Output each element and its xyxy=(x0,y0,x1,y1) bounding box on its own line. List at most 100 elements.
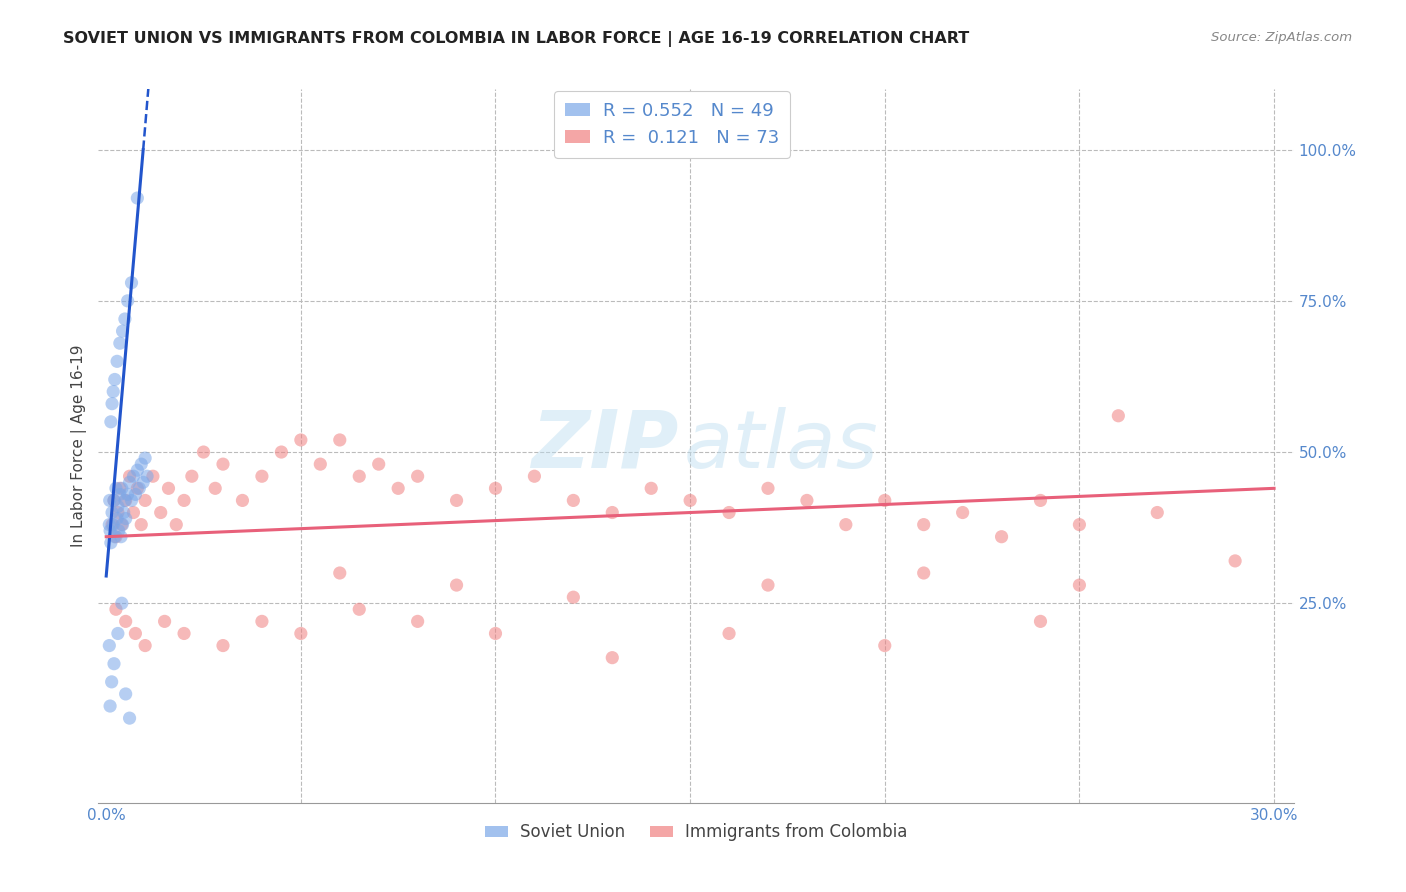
Point xyxy=(173,626,195,640)
Point xyxy=(127,481,149,495)
Legend: Soviet Union, Immigrants from Colombia: Soviet Union, Immigrants from Colombia xyxy=(478,817,914,848)
Point xyxy=(104,530,127,544)
Point xyxy=(103,384,125,399)
Point xyxy=(329,566,352,580)
Point xyxy=(873,493,896,508)
Point xyxy=(142,469,165,483)
Point xyxy=(173,493,195,508)
Point xyxy=(122,506,145,520)
Point xyxy=(270,445,292,459)
Point xyxy=(153,615,176,629)
Point xyxy=(105,354,128,368)
Point xyxy=(562,590,585,604)
Point xyxy=(111,517,134,532)
Point xyxy=(157,481,180,495)
Point xyxy=(124,487,146,501)
Point xyxy=(290,626,312,640)
Point xyxy=(98,639,121,653)
Point xyxy=(523,469,546,483)
Point xyxy=(136,469,159,483)
Point xyxy=(118,475,141,490)
Point xyxy=(111,596,134,610)
Point xyxy=(756,481,779,495)
Point xyxy=(640,481,662,495)
Point xyxy=(111,324,134,338)
Text: atlas: atlas xyxy=(685,407,879,485)
Point xyxy=(484,626,506,640)
Point xyxy=(107,524,129,538)
Point xyxy=(990,530,1012,544)
Point xyxy=(98,524,121,538)
Point xyxy=(129,457,152,471)
Point xyxy=(107,500,129,514)
Point xyxy=(912,517,935,532)
Point xyxy=(127,463,149,477)
Point xyxy=(122,469,145,483)
Point xyxy=(121,276,143,290)
Point xyxy=(101,397,124,411)
Point xyxy=(309,457,332,471)
Point xyxy=(124,626,146,640)
Point xyxy=(98,493,121,508)
Point xyxy=(250,469,273,483)
Point xyxy=(212,457,235,471)
Point xyxy=(718,626,741,640)
Point xyxy=(100,415,122,429)
Point xyxy=(129,517,152,532)
Point xyxy=(912,566,935,580)
Point xyxy=(101,517,124,532)
Point xyxy=(111,481,134,495)
Point xyxy=(165,517,187,532)
Text: SOVIET UNION VS IMMIGRANTS FROM COLOMBIA IN LABOR FORCE | AGE 16-19 CORRELATION : SOVIET UNION VS IMMIGRANTS FROM COLOMBIA… xyxy=(63,31,970,47)
Point xyxy=(108,336,131,351)
Point xyxy=(127,191,149,205)
Point xyxy=(446,493,468,508)
Point xyxy=(103,493,125,508)
Point xyxy=(406,615,429,629)
Point xyxy=(101,506,124,520)
Point xyxy=(1069,517,1091,532)
Point xyxy=(679,493,702,508)
Point xyxy=(134,451,156,466)
Point xyxy=(149,506,172,520)
Point xyxy=(104,602,127,616)
Point xyxy=(118,711,141,725)
Point xyxy=(180,469,202,483)
Point xyxy=(114,493,136,508)
Point xyxy=(108,481,131,495)
Point xyxy=(329,433,352,447)
Point xyxy=(873,639,896,653)
Point xyxy=(114,312,136,326)
Point xyxy=(796,493,818,508)
Point xyxy=(193,445,215,459)
Point xyxy=(134,493,156,508)
Point xyxy=(98,517,121,532)
Point xyxy=(231,493,253,508)
Point xyxy=(212,639,235,653)
Point xyxy=(110,530,132,544)
Point xyxy=(114,615,136,629)
Point xyxy=(1107,409,1129,423)
Point xyxy=(112,506,135,520)
Point xyxy=(128,481,150,495)
Point xyxy=(114,687,136,701)
Point xyxy=(562,493,585,508)
Point xyxy=(121,493,143,508)
Point xyxy=(134,639,156,653)
Point xyxy=(104,372,127,386)
Text: ZIP: ZIP xyxy=(530,407,678,485)
Point xyxy=(132,475,155,490)
Point xyxy=(105,511,128,525)
Point xyxy=(100,674,122,689)
Point xyxy=(349,602,371,616)
Point xyxy=(756,578,779,592)
Point xyxy=(114,511,136,525)
Point xyxy=(111,517,134,532)
Point xyxy=(600,650,623,665)
Point xyxy=(104,530,127,544)
Point xyxy=(250,615,273,629)
Point xyxy=(290,433,312,447)
Point xyxy=(103,493,125,508)
Point xyxy=(104,481,127,495)
Point xyxy=(1029,615,1052,629)
